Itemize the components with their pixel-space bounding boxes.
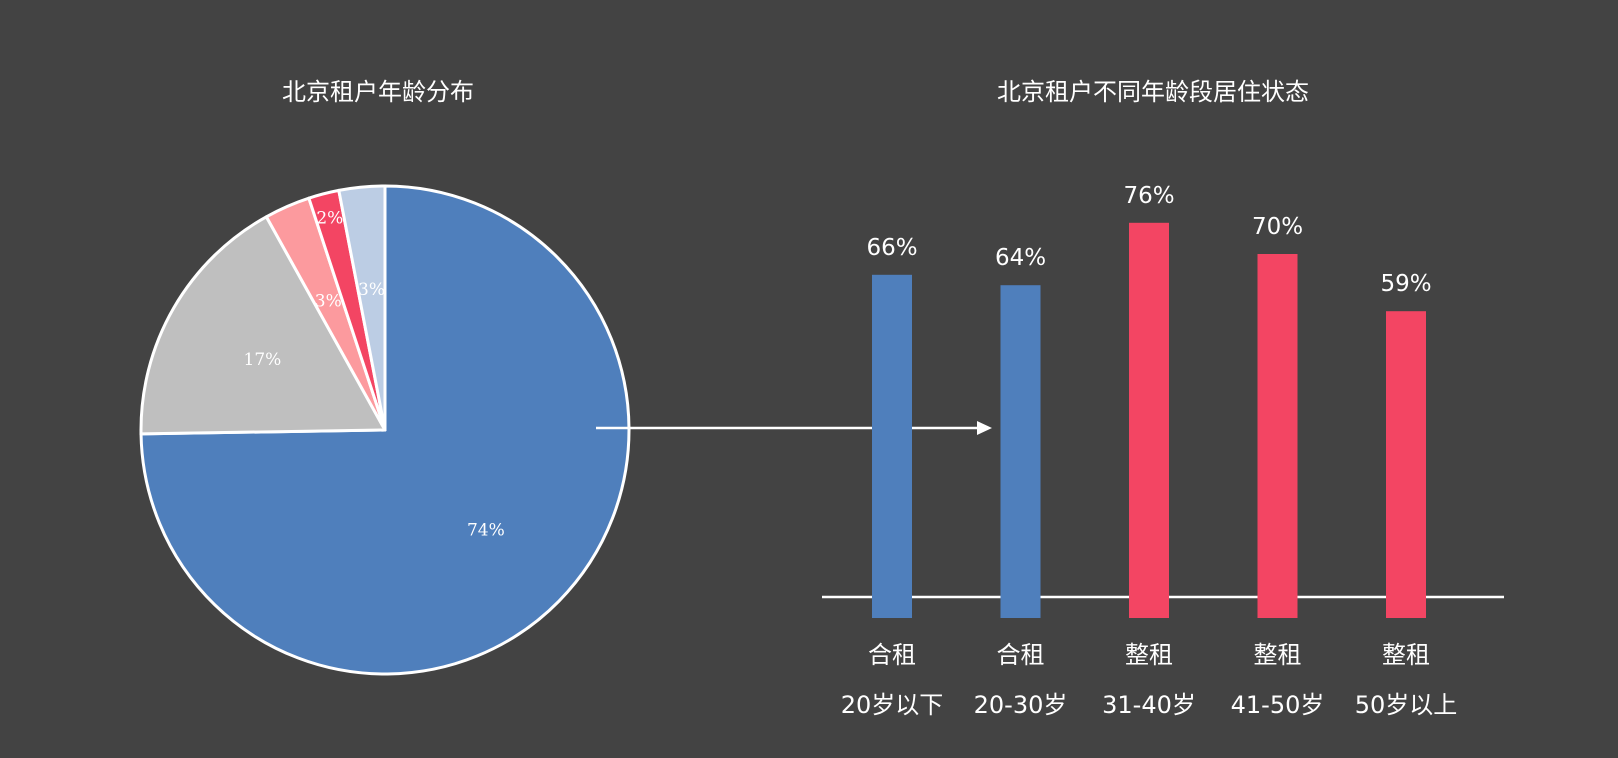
bar	[1000, 285, 1041, 618]
bar-status-label: 合租	[868, 641, 916, 669]
pie-chart: 74% 17% 3% 2% 3%	[139, 184, 631, 676]
bar-category-label: 31-40岁	[1102, 691, 1196, 719]
bar-status-label: 合租	[997, 641, 1045, 669]
bar	[1386, 311, 1426, 618]
bar-value-label: 76%	[1123, 183, 1174, 209]
pie-slice-label: 3%	[315, 291, 342, 311]
bar-chart-title: 北京租户不同年龄段居住状态	[997, 78, 1309, 106]
pie-slice-label: 2%	[316, 208, 343, 228]
bar-status-label: 整租	[1125, 641, 1173, 669]
bar	[872, 274, 912, 618]
bar-status-label: 整租	[1382, 641, 1430, 669]
pie-slice	[337, 184, 387, 432]
bar-value-label: 70%	[1252, 214, 1303, 240]
connector-arrow	[596, 421, 992, 435]
bar-value-label: 59%	[1380, 271, 1431, 297]
bar-category-label: 20-30岁	[974, 691, 1068, 719]
pie-slice	[139, 215, 387, 436]
bar-category-label: 41-50岁	[1231, 691, 1325, 719]
pie-slice-label: 17%	[244, 350, 282, 370]
bar	[1129, 222, 1169, 619]
bar-chart: 66% 合租 20岁以下 64% 合租 20-30岁 76% 整租 31-40岁 70% 整租 41-…	[822, 183, 1504, 719]
bar-value-label: 66%	[866, 235, 917, 261]
bar	[1257, 254, 1298, 618]
bar-value-label: 64%	[995, 245, 1046, 271]
bar-status-label: 整租	[1254, 641, 1302, 669]
bar-category-label: 50岁以上	[1355, 691, 1458, 719]
pie-slice-label: 74%	[467, 520, 505, 540]
bar-category-label: 20岁以下	[841, 691, 944, 719]
pie-slice-label: 3%	[358, 280, 385, 300]
pie-chart-title: 北京租户年龄分布	[282, 78, 474, 106]
